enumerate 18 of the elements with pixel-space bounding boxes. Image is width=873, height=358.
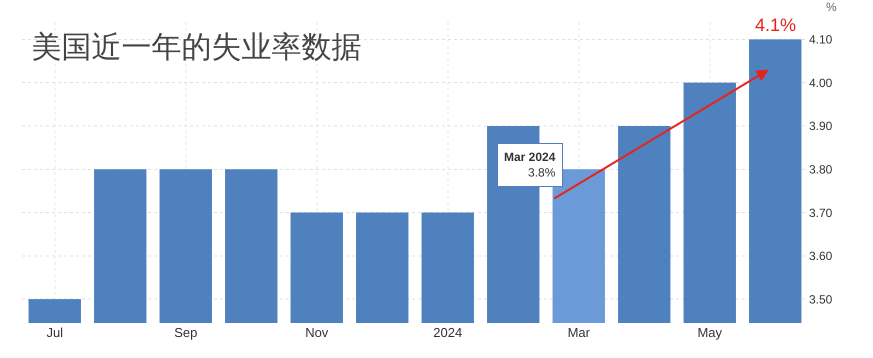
chart-title: 美国近一年的失业率数据	[31, 31, 362, 64]
annotation: Mar 2024	[504, 150, 556, 164]
y-tick-label: 3.80	[809, 162, 833, 176]
y-axis-title: %	[826, 0, 837, 14]
x-tick-label: Nov	[305, 325, 329, 340]
x-tick-label: Jul	[46, 325, 64, 340]
annotation: 3.8%	[528, 166, 556, 180]
y-tick-label: 3.90	[809, 119, 833, 134]
x-tick-label: Sep	[174, 325, 198, 340]
x-tick-label: May	[697, 325, 723, 340]
y-tick-label: 3.60	[809, 249, 833, 264]
y-tick-label: 3.70	[809, 206, 833, 220]
x-tick-label: Mar	[568, 325, 591, 340]
x-tick-label: 2024	[433, 325, 462, 340]
y-tick-label: 4.00	[809, 76, 833, 90]
annotation: 4.1%	[755, 15, 796, 35]
y-tick-label: 3.50	[809, 292, 833, 306]
y-tick-label: 4.10	[809, 32, 833, 47]
